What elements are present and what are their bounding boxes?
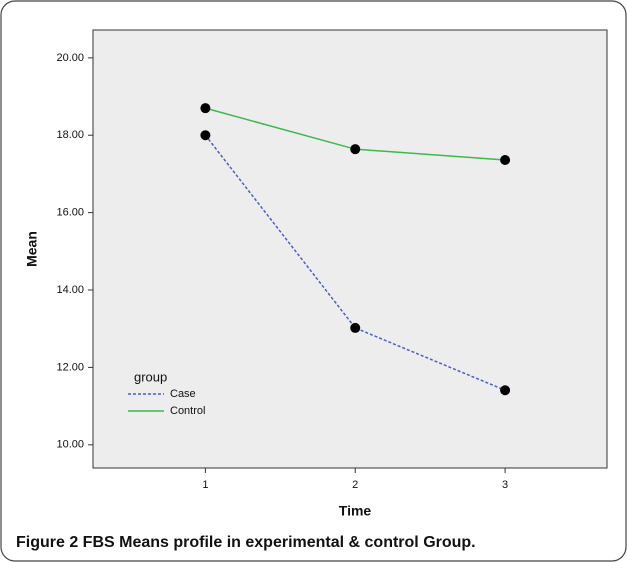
point — [350, 322, 361, 333]
y-tick-label: 12.00 — [56, 361, 84, 373]
point — [200, 103, 211, 114]
y-tick-label: 16.00 — [56, 207, 84, 219]
point — [500, 155, 511, 166]
point — [350, 144, 361, 155]
y-tick-label: 18.00 — [56, 129, 84, 141]
plot-area — [92, 29, 608, 469]
y-tick-label: 14.00 — [56, 284, 84, 296]
y-axis-label: Mean — [24, 231, 40, 267]
point — [500, 385, 511, 396]
x-tick-label: 1 — [202, 479, 208, 491]
x-tick-label: 3 — [502, 479, 508, 491]
x-tick-label: 2 — [352, 479, 358, 491]
caption: Figure 2 FBS Means profile in experiment… — [16, 534, 476, 551]
point — [200, 130, 211, 141]
legend-title: group — [134, 369, 167, 384]
series-line — [204, 134, 506, 391]
y-tick-label: 20.00 — [56, 52, 84, 64]
legend-label: Case — [170, 388, 196, 400]
legend-label: Control — [170, 405, 205, 417]
y-tick-label: 10.00 — [56, 439, 84, 451]
x-axis-label: Time — [339, 503, 372, 519]
